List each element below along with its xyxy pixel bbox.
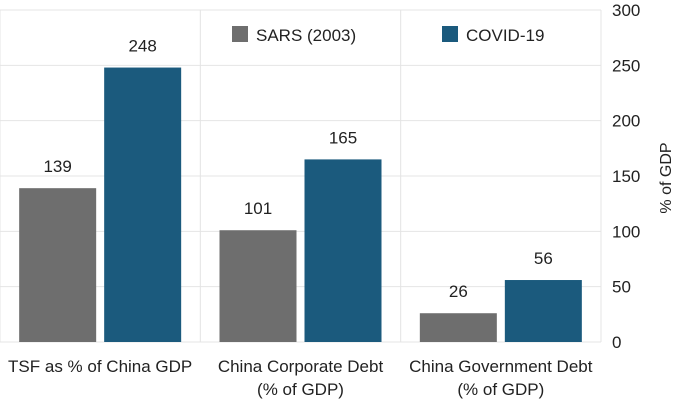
y-axis-ticks: 0 50 100 150 200 250 300	[612, 1, 640, 352]
category-label: (% of GDP)	[257, 380, 344, 399]
y-tick-label: 150	[612, 167, 640, 186]
legend-label: SARS (2003)	[256, 26, 356, 45]
gridlines	[0, 9, 602, 343]
category-label: China Government Debt	[409, 357, 593, 376]
legend-swatch	[442, 26, 458, 42]
y-axis-label: % of GDP	[658, 142, 675, 213]
data-label: 165	[329, 128, 357, 147]
y-tick-label: 100	[612, 222, 640, 241]
bar-covid	[104, 67, 182, 343]
data-label: 101	[244, 199, 272, 218]
data-labels: 139 101 26 248 165 56	[43, 37, 552, 302]
data-label: 56	[534, 249, 553, 268]
bar-sars	[19, 188, 97, 342]
bars	[19, 67, 582, 343]
y-tick-label: 300	[612, 1, 640, 20]
legend-swatch	[232, 26, 248, 42]
legend-label: COVID-19	[466, 26, 544, 45]
category-label: TSF as % of China GDP	[8, 357, 192, 376]
category-labels: TSF as % of China GDP China Corporate Deb…	[8, 357, 593, 399]
y-tick-label: 200	[612, 112, 640, 131]
data-label: 26	[449, 282, 468, 301]
bar-covid	[504, 280, 582, 342]
bar-sars	[419, 313, 497, 342]
data-label: 139	[43, 157, 71, 176]
y-tick-label: 50	[612, 278, 631, 297]
category-label: (% of GDP)	[457, 380, 544, 399]
legend: SARS (2003) COVID-19	[232, 26, 544, 45]
data-label: 248	[128, 37, 156, 56]
category-label: China Corporate Debt	[218, 357, 384, 376]
y-tick-label: 0	[612, 333, 621, 352]
bar-covid	[304, 159, 382, 342]
y-tick-label: 250	[612, 56, 640, 75]
bar-sars	[219, 230, 297, 342]
